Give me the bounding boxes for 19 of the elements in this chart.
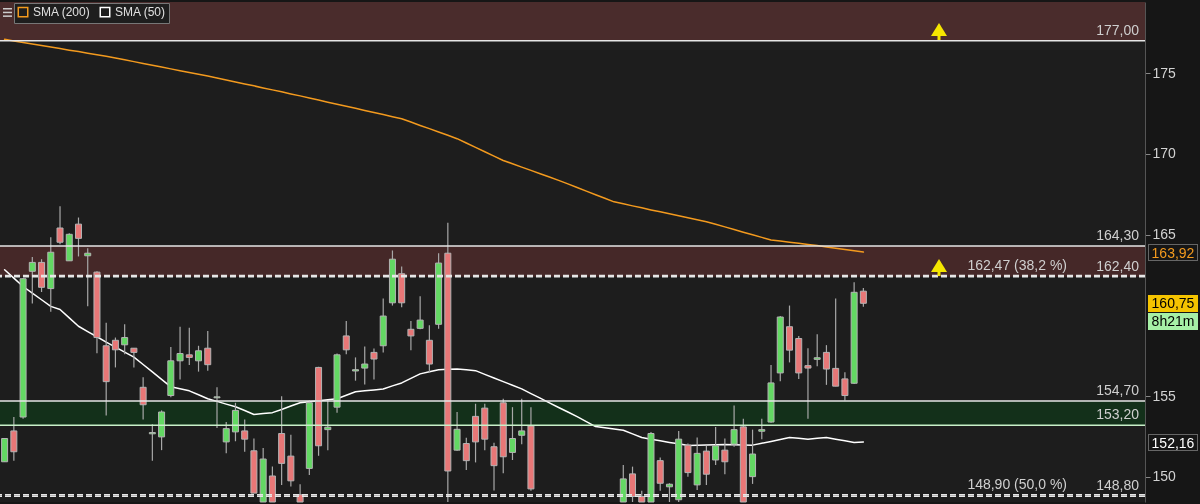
ref-line-label: 148,80 [1096,477,1140,494]
y-tick-label: 155 [1152,387,1177,404]
ref-line-label: 162,47 (38,2 %) [967,256,1067,273]
ref-line-label: 162,40 [1096,257,1140,274]
ref-line-label: 148,90 (50,0 %) [967,475,1067,492]
text: 163,92 [1148,243,1198,261]
legend-label: SMA (200) [33,5,90,20]
legend-label: SMA (50) [115,5,166,20]
ref-line-label: 154,70 [1096,382,1140,399]
ref-line-label: 164,30 [1096,226,1140,243]
y-tick-label: 175 [1152,64,1177,81]
text: 152,16 [1148,433,1198,451]
y-tick-label: 150 [1152,468,1177,485]
text: 160,75 [1148,294,1198,312]
y-tick-label: 165 [1152,226,1177,243]
ref-line-label: 153,20 [1096,406,1140,423]
text: 8h21m [1148,312,1198,330]
y-tick-label: 170 [1152,145,1177,162]
ref-line-label: 177,00 [1096,21,1140,38]
